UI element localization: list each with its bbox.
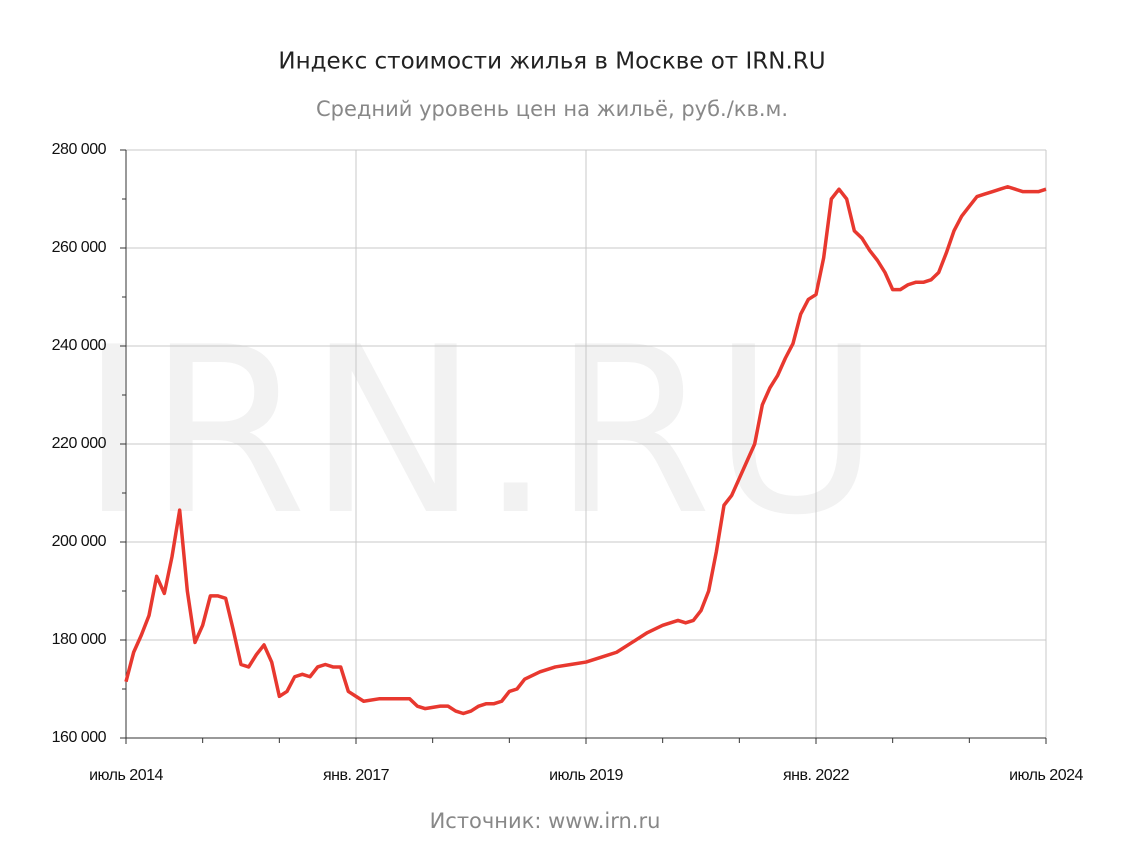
y-tick-label: 260 000 (52, 239, 107, 256)
chart-title: Индекс стоимости жилья в Москве от IRN.R… (278, 49, 825, 75)
x-tick-label: июль 2024 (1009, 767, 1083, 784)
y-tick-label: 240 000 (52, 337, 107, 354)
data-line (124, 185, 1047, 716)
x-tick-label: июль 2014 (89, 767, 163, 784)
y-tick-label: 220 000 (52, 435, 107, 452)
x-tick-label: июль 2019 (549, 767, 623, 784)
y-tick-label: 280 000 (52, 141, 107, 158)
x-tick-label: янв. 2022 (783, 767, 850, 784)
x-tick-label: янв. 2017 (323, 767, 390, 784)
y-tick-label: 200 000 (52, 533, 107, 550)
y-tick-label: 180 000 (52, 631, 107, 648)
y-tick-label: 160 000 (52, 729, 107, 746)
watermark: IRN.RU (80, 299, 881, 566)
source: Источник: www.irn.ru (430, 809, 661, 833)
chart-subtitle: Средний уровень цен на жильё, руб./кв.м. (316, 97, 788, 121)
